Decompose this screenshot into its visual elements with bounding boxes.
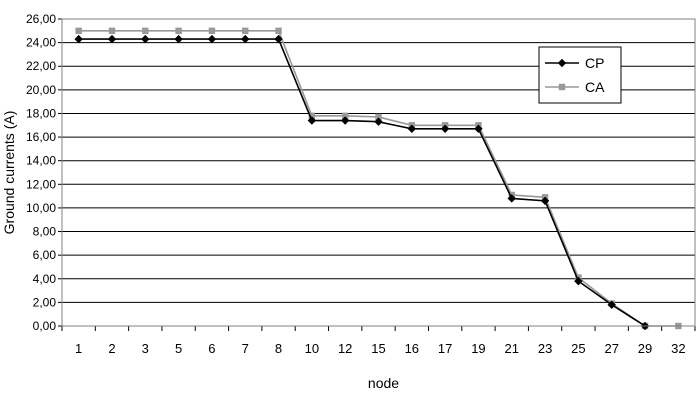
x-tick-label: 7 <box>242 341 249 356</box>
legend-marker-cp <box>557 58 567 68</box>
y-tick-label: 10,00 <box>26 201 56 215</box>
y-tick-label: 20,00 <box>26 83 56 97</box>
x-tick-label: 29 <box>638 341 652 356</box>
x-tick-label: 17 <box>438 341 452 356</box>
data-point-cp <box>107 34 117 44</box>
x-tick-label: 21 <box>505 341 519 356</box>
data-point-cp <box>407 124 417 134</box>
y-tick-label: 2,00 <box>33 295 57 309</box>
data-point-ca <box>108 27 116 35</box>
data-point-cp <box>474 124 483 134</box>
data-point-cp <box>174 34 183 44</box>
data-point-ca <box>341 112 349 120</box>
legend-entry-ca: CA <box>545 79 605 95</box>
y-axis-label: Ground currents (A) <box>1 111 17 235</box>
data-point-cp <box>74 34 83 44</box>
data-point-ca <box>208 27 216 35</box>
data-point-ca <box>175 27 182 35</box>
y-tick-label: 8,00 <box>33 225 57 239</box>
data-point-ca <box>142 27 149 35</box>
x-tick-label: 6 <box>208 341 215 356</box>
data-point-cp <box>374 117 383 126</box>
x-tick-label: 2 <box>108 341 115 356</box>
data-point-cp <box>507 194 516 203</box>
data-point-cp <box>307 116 317 125</box>
data-point-ca <box>275 27 282 35</box>
data-point-cp <box>340 116 350 125</box>
y-tick-label: 12,00 <box>26 177 56 191</box>
legend-label-cp: CP <box>585 55 604 71</box>
legend-marker-ca <box>558 83 566 91</box>
x-tick-label: 10 <box>305 341 319 356</box>
x-tick-label: 12 <box>338 341 352 356</box>
data-point-cp <box>141 34 150 44</box>
y-tick-label: 24,00 <box>26 36 56 50</box>
y-tick-label: 0,00 <box>33 319 57 333</box>
legend-box <box>538 46 622 104</box>
y-axis-ticks: 0,00 2,00 4,00 6,00 8,00 10,00 12,00 14,00 16,00… <box>26 12 62 333</box>
y-tick-label: 26,00 <box>26 12 56 26</box>
y-tick-label: 16,00 <box>26 130 56 144</box>
x-tick-label: 5 <box>175 341 182 356</box>
plot-area-frame <box>61 18 696 327</box>
x-tick-label: 32 <box>671 341 685 356</box>
series-line-cp <box>78 38 646 327</box>
x-tick-label: 23 <box>538 341 552 356</box>
y-tick-label: 22,00 <box>26 59 56 73</box>
data-point-cp <box>440 124 450 134</box>
data-point-cp <box>207 34 217 44</box>
x-tick-label: 1 <box>75 341 82 356</box>
series-cp <box>74 34 650 331</box>
x-tick-label: 16 <box>405 341 419 356</box>
x-tick-label: 19 <box>471 341 485 356</box>
data-point-ca <box>375 113 382 121</box>
series-group <box>74 27 682 331</box>
y-tick-label: 18,00 <box>26 106 56 120</box>
data-point-cp <box>274 34 283 44</box>
x-axis-label: node <box>368 375 399 391</box>
x-tick-label: 8 <box>275 341 282 356</box>
data-point-ca <box>242 27 249 35</box>
legend-entry-cp: CP <box>545 55 604 71</box>
x-tick-label: 27 <box>604 341 618 356</box>
data-point-ca <box>308 112 316 120</box>
data-point-cp <box>241 34 250 44</box>
legend: CP CA <box>538 46 622 104</box>
y-tick-label: 14,00 <box>26 154 56 168</box>
x-axis-ticks: 1 2 3 5 6 7 8 10 12 15 16 17 19 21 23 25 27 29 32 <box>61 326 696 356</box>
x-tick-label: 3 <box>142 341 149 356</box>
x-tick-label: 15 <box>371 341 385 356</box>
y-tick-label: 4,00 <box>33 272 57 286</box>
x-tick-label: 25 <box>571 341 585 356</box>
data-point-cp <box>574 276 583 286</box>
data-point-cp <box>540 196 550 206</box>
data-point-ca <box>75 27 82 35</box>
legend-label-ca: CA <box>585 79 605 95</box>
y-tick-label: 6,00 <box>33 248 57 262</box>
data-point-cp <box>607 300 616 309</box>
